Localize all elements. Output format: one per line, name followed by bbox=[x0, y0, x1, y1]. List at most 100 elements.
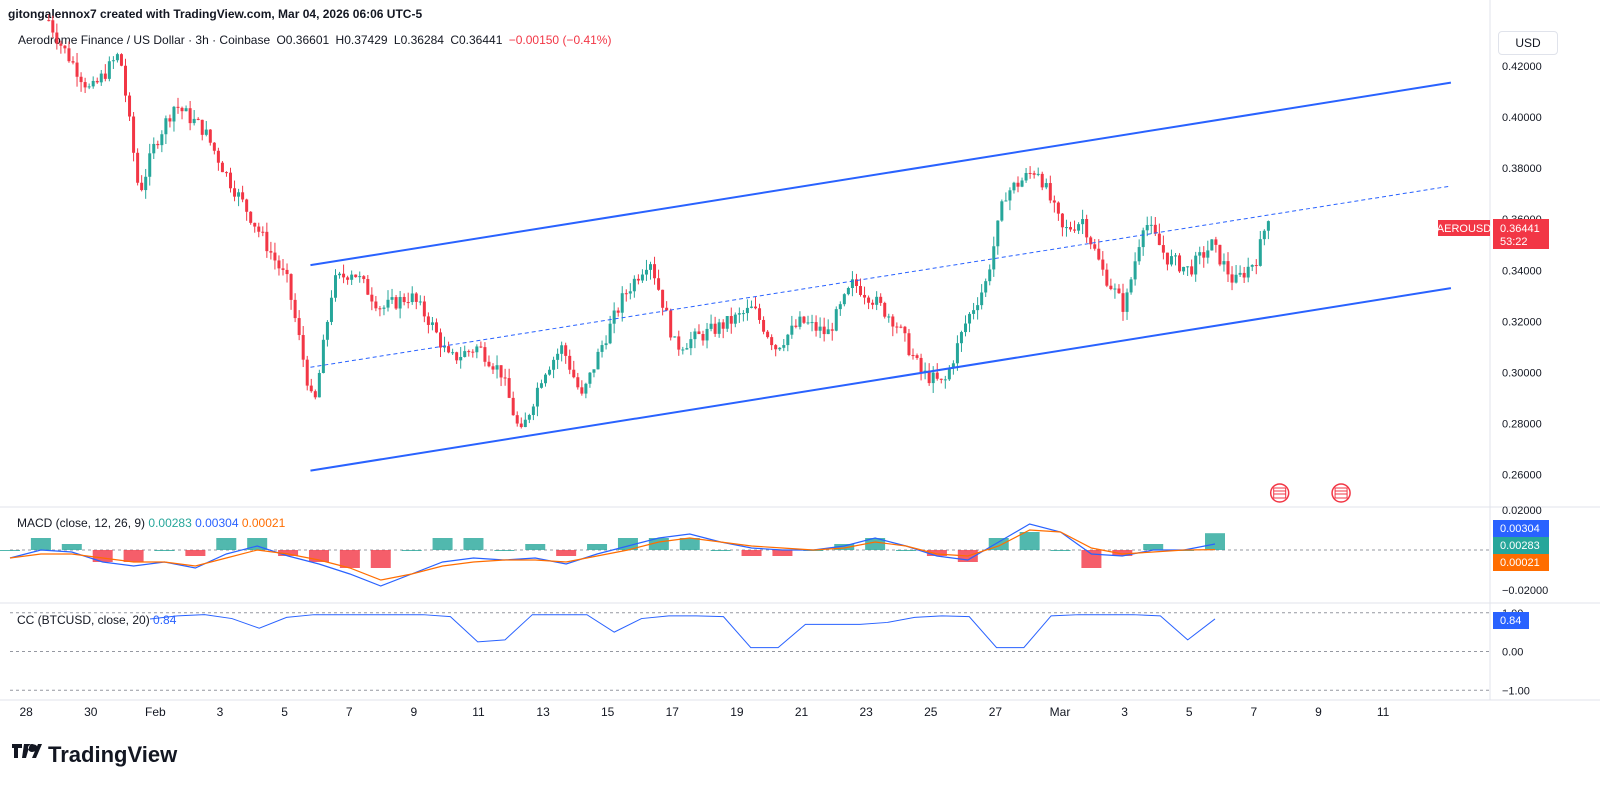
candle-body bbox=[705, 328, 709, 341]
candle-body bbox=[721, 322, 725, 329]
price-tick-label: 0.32000 bbox=[1502, 316, 1542, 328]
macd-tag-value: 0.00304 bbox=[1500, 523, 1540, 535]
macd-histogram-bar bbox=[1143, 544, 1164, 550]
candle-body bbox=[515, 415, 519, 424]
tradingview-logo-icon bbox=[12, 742, 42, 768]
currency-button[interactable]: USD bbox=[1498, 31, 1558, 55]
time-tick-label: 25 bbox=[924, 705, 938, 719]
candle-body bbox=[1169, 256, 1173, 265]
time-tick-label: Feb bbox=[145, 705, 166, 719]
ticker-tag-bg bbox=[1438, 220, 1490, 236]
candle-body bbox=[544, 374, 547, 384]
macd-histogram-bar bbox=[401, 550, 422, 551]
tradingview-logo[interactable]: TradingView bbox=[12, 741, 177, 769]
flag-stripes-icon bbox=[1273, 487, 1287, 499]
candle-body bbox=[596, 351, 600, 370]
candle-body bbox=[713, 323, 717, 334]
candle-body bbox=[426, 316, 430, 325]
candle-body bbox=[737, 313, 741, 315]
candle-body bbox=[1077, 224, 1081, 231]
candle-body bbox=[552, 359, 556, 370]
channel-upper-line bbox=[310, 81, 1452, 267]
candle-body bbox=[1089, 237, 1093, 245]
candle-body bbox=[790, 325, 794, 335]
candle-body bbox=[410, 293, 414, 303]
candle-body bbox=[911, 355, 915, 357]
candle-body bbox=[1004, 200, 1008, 202]
time-tick-label: 3 bbox=[217, 705, 224, 719]
bar-countdown: 53:22 bbox=[1500, 236, 1528, 248]
macd-histogram-bar bbox=[865, 538, 886, 550]
candle-body bbox=[673, 336, 677, 338]
candle-body bbox=[826, 329, 830, 335]
macd-histogram-bar bbox=[370, 550, 391, 568]
signal-line bbox=[9, 529, 1216, 581]
candle-body bbox=[1060, 213, 1064, 228]
candle-body bbox=[168, 118, 172, 122]
candle-body bbox=[830, 329, 834, 331]
candle-body bbox=[745, 307, 749, 314]
price-tick-label: 0.28000 bbox=[1502, 418, 1542, 430]
candle-body bbox=[1226, 261, 1230, 275]
candle-body bbox=[677, 336, 681, 350]
candle-body bbox=[701, 334, 705, 341]
time-tick-label: 30 bbox=[84, 705, 98, 719]
candle-body bbox=[1250, 265, 1254, 267]
candle-body bbox=[103, 73, 107, 79]
tradingview-brand: TradingView bbox=[48, 742, 178, 767]
candle-body bbox=[766, 331, 770, 338]
candle-body bbox=[1056, 202, 1060, 214]
candle-body bbox=[1008, 190, 1012, 201]
candle-body bbox=[334, 275, 337, 298]
symbol-title: Aerodrome Finance / US Dollar · 3h · Coi… bbox=[18, 33, 271, 47]
price-axis[interactable]: 0.420000.400000.380000.360000.340000.320… bbox=[1502, 61, 1542, 481]
candle-body bbox=[224, 172, 228, 174]
candle-body bbox=[378, 308, 382, 310]
candle-body bbox=[374, 301, 378, 309]
candle-body bbox=[1012, 182, 1016, 191]
author-header: gitongalennox7 created with TradingView.… bbox=[8, 7, 423, 21]
candle-body bbox=[382, 307, 386, 309]
candle-body bbox=[523, 419, 527, 428]
candle-body bbox=[846, 288, 850, 295]
candle-body bbox=[729, 316, 733, 324]
candle-body bbox=[863, 294, 867, 298]
time-tick-label: 9 bbox=[1315, 705, 1322, 719]
candle-body bbox=[398, 296, 402, 309]
candle-body bbox=[1113, 288, 1117, 290]
symbol-legend[interactable]: Aerodrome Finance / US Dollar · 3h · Coi… bbox=[18, 33, 614, 47]
candle-body bbox=[346, 277, 350, 280]
candle-body bbox=[1064, 227, 1068, 229]
candle-body bbox=[1230, 274, 1234, 283]
candle-body bbox=[1048, 183, 1052, 201]
candle-body bbox=[649, 264, 652, 270]
macd-legend[interactable]: MACD (close, 12, 26, 9) 0.00283 0.00304 … bbox=[17, 516, 285, 530]
candle-body bbox=[980, 292, 984, 306]
macd-histogram-bar bbox=[30, 538, 51, 550]
candle-body bbox=[1234, 274, 1238, 283]
economic-events[interactable] bbox=[1269, 483, 1351, 503]
candle-body bbox=[491, 366, 495, 370]
candle-body bbox=[640, 274, 644, 281]
cc-legend[interactable]: CC (BTCUSD, close, 20) 0.84 bbox=[17, 613, 176, 627]
candle-body bbox=[249, 211, 253, 223]
candle-body bbox=[91, 80, 95, 87]
candle-body bbox=[55, 32, 59, 44]
cc-line bbox=[149, 614, 1216, 649]
candle-body bbox=[184, 108, 188, 112]
candle-body bbox=[176, 106, 180, 108]
chart-canvas[interactable]: 0.420000.400000.380000.360000.340000.320… bbox=[0, 0, 1600, 740]
candle-body bbox=[83, 82, 87, 88]
candle-body bbox=[992, 246, 996, 270]
candle-body bbox=[685, 348, 689, 350]
candle-body bbox=[1036, 173, 1040, 175]
time-axis[interactable]: 28 30 Feb 3 5 7 9 11 13 15 17 19 21 23 25 27 Mar 3 5 7 9 11 bbox=[19, 705, 1389, 719]
candle-body bbox=[430, 322, 434, 325]
candle-body bbox=[434, 322, 438, 333]
price-tick-label: 0.34000 bbox=[1502, 265, 1542, 277]
candle-body bbox=[968, 313, 972, 324]
parallel-channel[interactable] bbox=[310, 81, 1452, 472]
candle-body bbox=[1024, 173, 1028, 181]
candle-body bbox=[802, 316, 806, 323]
candle-body bbox=[584, 383, 588, 394]
